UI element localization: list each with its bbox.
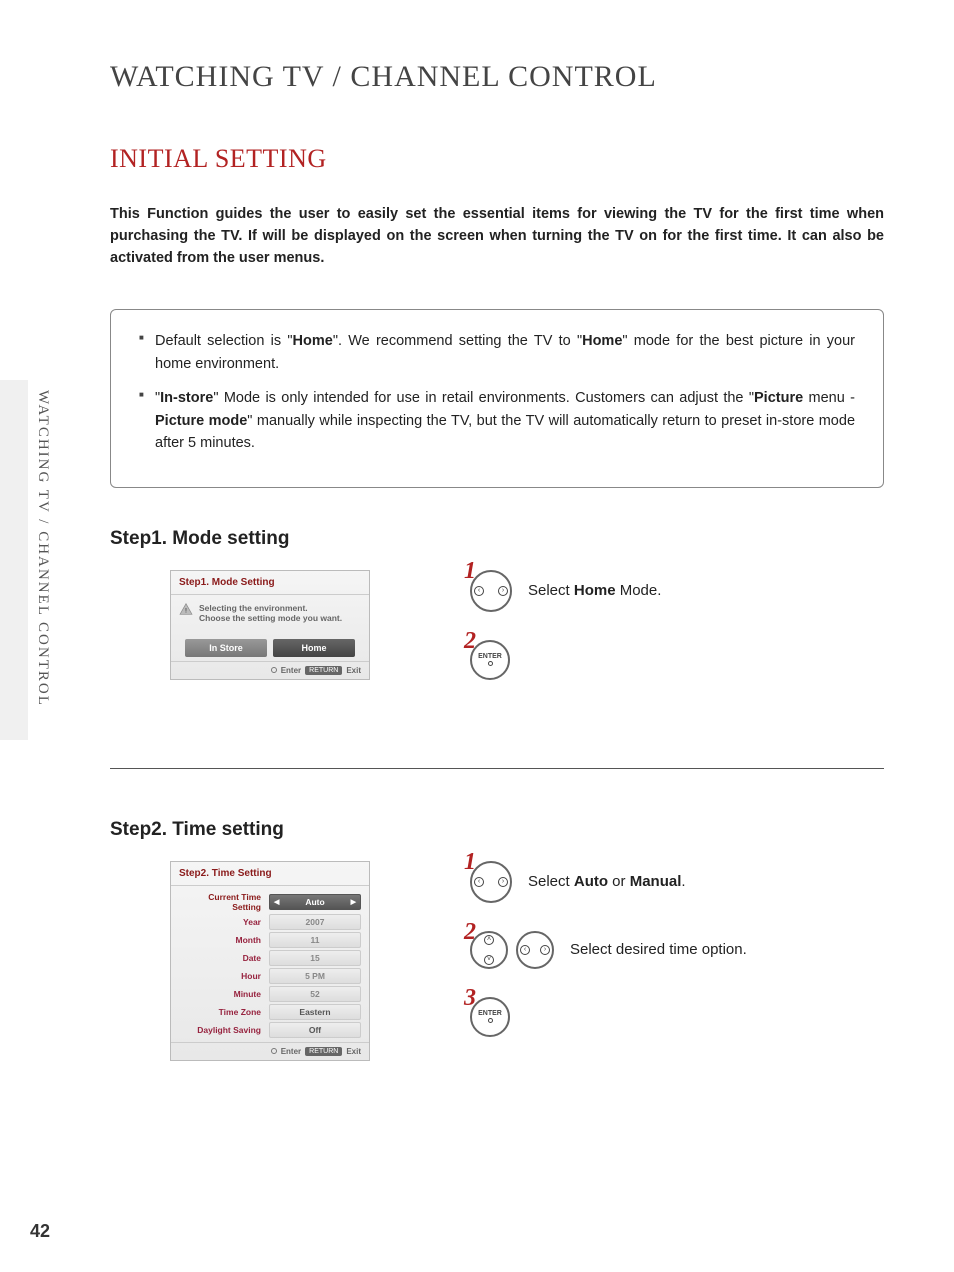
instruction-text: Select Home Mode. bbox=[528, 582, 661, 599]
enter-button-icon: ENTER bbox=[470, 640, 510, 680]
osd-time-setting: Step2. Time Setting Current Time Setting… bbox=[170, 861, 370, 1061]
osd-instore-button[interactable]: In Store bbox=[185, 639, 267, 657]
osd-footer-exit: Exit bbox=[346, 666, 361, 675]
osd-row-value[interactable]: 2007 bbox=[269, 914, 361, 930]
osd-row-value[interactable]: 5 PM bbox=[269, 968, 361, 984]
osd-row-value[interactable]: Eastern bbox=[269, 1004, 361, 1020]
info-bullet: "In-store" Mode is only intended for use… bbox=[139, 387, 855, 454]
step-number-icon: 1 bbox=[464, 558, 476, 585]
step-number-icon: 2 bbox=[464, 628, 476, 655]
osd-footer-enter: Enter bbox=[281, 1047, 301, 1056]
osd-row-label: Year bbox=[179, 917, 269, 927]
enter-button-icon: ENTER bbox=[470, 997, 510, 1037]
osd-row-label: Minute bbox=[179, 989, 269, 999]
osd-row-value[interactable]: 15 bbox=[269, 950, 361, 966]
osd-row-label: Daylight Saving bbox=[179, 1025, 269, 1035]
osd-row-label: Hour bbox=[179, 971, 269, 981]
osd-footer-return: RETURN bbox=[305, 1047, 342, 1056]
step1-instructions: 1 ‹› Select Home Mode. 2 ENTER bbox=[470, 570, 770, 708]
triangle-left-icon: ◀ bbox=[274, 898, 279, 906]
page-number: 42 bbox=[30, 1221, 50, 1242]
osd-footer-exit: Exit bbox=[346, 1047, 361, 1056]
dpad-leftright-icon: ‹› bbox=[516, 931, 554, 969]
step2-title: Step2. Time setting bbox=[110, 819, 884, 841]
osd-title: Step2. Time Setting bbox=[171, 862, 369, 886]
divider bbox=[110, 768, 884, 769]
dpad-leftright-icon: ‹› bbox=[470, 861, 512, 903]
osd-section-label: Current Time Setting bbox=[179, 892, 269, 912]
page-content: WATCHING TV / CHANNEL CONTROL INITIAL SE… bbox=[0, 0, 954, 1165]
osd-footer-enter: Enter bbox=[281, 666, 301, 675]
section-title: INITIAL SETTING bbox=[110, 144, 884, 174]
osd-row-value[interactable]: 11 bbox=[269, 932, 361, 948]
osd-row-value[interactable]: 52 bbox=[269, 986, 361, 1002]
osd-home-button[interactable]: Home bbox=[273, 639, 355, 657]
osd-mode-setting: Step1. Mode Setting ! Selecting the envi… bbox=[170, 570, 370, 680]
info-bullet: Default selection is "Home". We recommen… bbox=[139, 330, 855, 375]
osd-footer-return: RETURN bbox=[305, 666, 342, 675]
osd-message-line: Choose the setting mode you want. bbox=[199, 613, 342, 623]
side-tab bbox=[0, 380, 28, 740]
enter-dot-icon bbox=[271, 667, 277, 673]
page-title: WATCHING TV / CHANNEL CONTROL bbox=[110, 60, 884, 94]
osd-row-value[interactable]: Off bbox=[269, 1022, 361, 1038]
step-number-icon: 2 bbox=[464, 919, 476, 946]
svg-text:!: ! bbox=[185, 607, 187, 614]
triangle-right-icon: ▶ bbox=[351, 898, 356, 906]
instruction-text: Select desired time option. bbox=[570, 941, 747, 958]
step2-row: Step2. Time Setting Current Time Setting… bbox=[110, 861, 884, 1065]
warning-icon: ! bbox=[179, 603, 193, 615]
step2-instructions: 1 ‹› Select Auto or Manual. 2 ˄˅ ‹› bbox=[470, 861, 770, 1065]
instruction-text: Select Auto or Manual. bbox=[528, 873, 686, 890]
info-box: Default selection is "Home". We recommen… bbox=[110, 309, 884, 487]
intro-text: This Function guides the user to easily … bbox=[110, 204, 884, 269]
step1-row: Step1. Mode Setting ! Selecting the envi… bbox=[110, 570, 884, 708]
osd-message-line: Selecting the environment. bbox=[199, 603, 342, 613]
osd-row-label: Time Zone bbox=[179, 1007, 269, 1017]
osd-title: Step1. Mode Setting bbox=[171, 571, 369, 595]
step1-title: Step1. Mode setting bbox=[110, 528, 884, 550]
step-number-icon: 3 bbox=[464, 985, 476, 1012]
side-section-label: WATCHING TV / CHANNEL CONTROL bbox=[34, 390, 51, 707]
enter-dot-icon bbox=[271, 1048, 277, 1054]
dpad-leftright-icon: ‹› bbox=[470, 570, 512, 612]
osd-row-label: Date bbox=[179, 953, 269, 963]
osd-value-auto[interactable]: ◀ Auto ▶ bbox=[269, 894, 361, 910]
osd-row-label: Month bbox=[179, 935, 269, 945]
step-number-icon: 1 bbox=[464, 849, 476, 876]
